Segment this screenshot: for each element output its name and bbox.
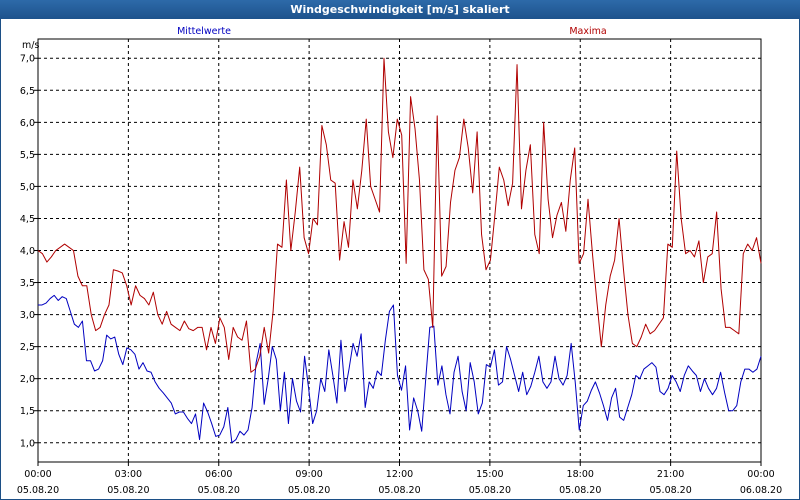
legend-maxima: Maxima [569,26,606,37]
x-tick-date: 05.08.20 [107,485,149,496]
y-tick-label: 5,0 [20,182,35,193]
y-tick-label: 2,5 [20,342,35,353]
x-tick-time: 09:00 [295,469,322,480]
x-tick-date: 06.08.20 [740,485,782,496]
y-tick-label: 7,0 [20,54,35,65]
x-tick-time: 06:00 [205,469,232,480]
x-tick-time: 03:00 [115,469,142,480]
y-tick-label: 3,5 [20,278,35,289]
x-tick-date: 05.08.20 [198,485,240,496]
series-line-mittelwerte [38,294,762,444]
chart-title: Windgeschwindigkeit [m/s] skaliert [0,0,800,19]
series-lines [37,57,762,444]
y-tick-label: 2,0 [20,374,35,385]
y-tick-label: 1,0 [20,438,35,449]
y-tick-label: 4,0 [20,246,35,257]
x-tick-date: 05.08.20 [378,485,420,496]
x-tick-time: 00:00 [24,469,51,480]
series-line-maxima [37,57,762,373]
y-tick-label: 1,5 [20,406,35,417]
y-tick-label: 6,5 [20,86,35,97]
y-axis-label: m/s [22,40,39,51]
x-tick-date: 05.08.20 [649,485,691,496]
x-tick-date: 05.08.20 [288,485,330,496]
x-tick-date: 05.08.20 [17,485,59,496]
y-axis: 1,0 1,5 2,0 2,5 3,0 3,5 4,0 4,5 5,0 5,5 6,0 6,5 7,0 [20,54,38,449]
grid [38,39,761,462]
x-tick-time: 18:00 [567,469,594,480]
x-tick-date: 05.08.20 [559,485,601,496]
y-tick-label: 4,5 [20,214,35,225]
x-tick-time: 21:00 [657,469,684,480]
legend-mittelwerte: Mittelwerte [177,26,231,37]
y-tick-label: 3,0 [20,310,35,321]
x-tick-date: 05.08.20 [469,485,511,496]
y-tick-label: 6,0 [20,118,35,129]
y-tick-label: 5,5 [20,150,35,161]
x-tick-time: 15:00 [476,469,503,480]
x-tick-time: 12:00 [386,469,413,480]
x-axis: 00:00 05.08.20 03:00 05.08.20 06:00 05.08.20 0… [17,462,782,496]
x-tick-time: 00:00 [747,469,774,480]
